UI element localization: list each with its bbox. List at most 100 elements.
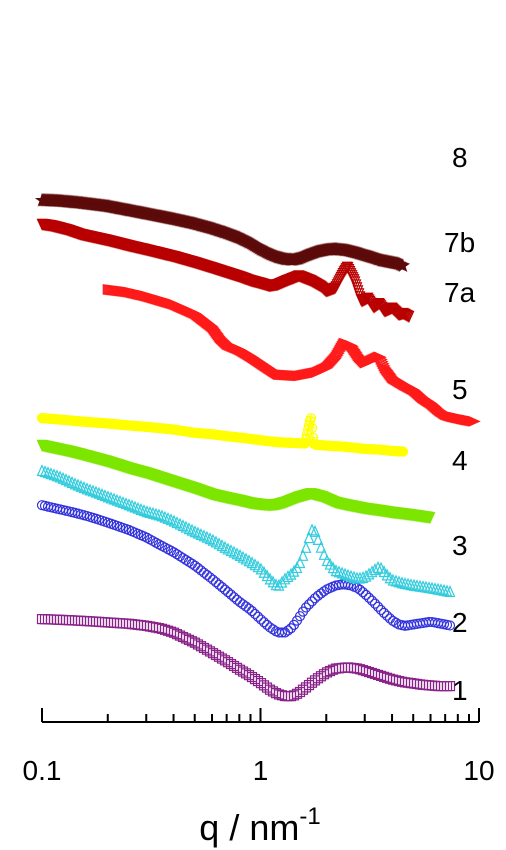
data-point: [397, 446, 409, 457]
data-point: [135, 620, 147, 631]
data-point: [63, 615, 75, 626]
data-point: [213, 537, 225, 550]
data-point: [87, 616, 99, 627]
data-point: [207, 533, 219, 546]
data-point: [198, 567, 210, 578]
data-point: [240, 601, 252, 612]
data-point: [213, 579, 225, 590]
series-label: 2: [452, 607, 468, 638]
data-point: [219, 584, 231, 595]
data-point: [96, 616, 108, 628]
data-point: [387, 615, 399, 627]
data-point: [234, 548, 246, 561]
data-point: [72, 615, 84, 626]
data-point: [375, 604, 387, 616]
data-point: [210, 535, 222, 548]
data-point: [369, 563, 381, 576]
data-point: [216, 539, 228, 552]
data-point: [288, 690, 300, 701]
data-point: [282, 625, 294, 636]
data-point: [177, 519, 189, 532]
data-point: [42, 466, 54, 479]
data-point: [294, 556, 306, 569]
data-point: [303, 531, 315, 544]
data-point: [225, 544, 237, 557]
data-point: [201, 644, 213, 655]
series-5: [36, 413, 409, 457]
data-point: [252, 611, 264, 622]
data-point: [153, 508, 165, 521]
data-point: [111, 493, 123, 506]
marker-cross: [398, 447, 408, 457]
data-point: [336, 566, 348, 579]
data-point: [330, 564, 342, 577]
x-tick-label: 10: [463, 755, 494, 786]
data-point: [129, 500, 141, 513]
data-point: [78, 615, 90, 627]
data-point: [90, 616, 102, 627]
data-point: [39, 465, 51, 478]
data-point: [303, 599, 315, 610]
data-point: [66, 615, 78, 626]
data-point: [120, 618, 132, 629]
data-point: [198, 642, 210, 654]
data-point: [249, 608, 261, 620]
data-point: [216, 582, 228, 593]
data-point: [54, 614, 66, 625]
data-point: [246, 606, 258, 617]
data-point: [255, 614, 267, 625]
data-point: [234, 664, 246, 675]
data-point: [117, 495, 129, 509]
data-point: [96, 487, 108, 500]
data-point: [429, 680, 441, 691]
data-point: [435, 680, 447, 692]
data-point: [204, 532, 216, 545]
data-point: [297, 548, 309, 561]
series-label: 8: [452, 142, 468, 173]
data-point: [315, 671, 327, 682]
data-point: [231, 662, 243, 673]
data-point: [285, 623, 297, 634]
data-point: [69, 615, 81, 626]
data-point: [225, 589, 237, 600]
data-point: [210, 649, 222, 661]
data-point: [108, 617, 120, 628]
data-point: [306, 523, 318, 536]
data-point: [219, 540, 231, 553]
data-point: [93, 486, 105, 499]
data-point: [204, 572, 216, 583]
series-layer: [34, 192, 481, 702]
data-point: [123, 618, 135, 629]
series-3: [36, 464, 456, 598]
data-point: [468, 415, 481, 427]
data-point: [240, 668, 252, 679]
data-point: [102, 490, 114, 503]
series-label: 3: [452, 530, 468, 561]
data-point: [132, 501, 144, 514]
data-point: [189, 637, 201, 648]
data-point: [432, 680, 444, 692]
data-point: [72, 478, 84, 491]
data-point: [123, 498, 135, 511]
data-point: [424, 512, 436, 525]
data-point: [306, 596, 318, 607]
data-point: [117, 618, 129, 629]
data-point: [48, 614, 60, 625]
data-point: [36, 613, 48, 625]
data-point: [333, 565, 345, 578]
data-point: [305, 413, 317, 424]
data-point: [207, 648, 219, 659]
data-point: [357, 587, 369, 598]
data-point: [372, 560, 384, 573]
series-label: 5: [452, 374, 468, 405]
data-point: [75, 479, 87, 492]
data-point: [78, 481, 90, 494]
data-point: [60, 614, 72, 626]
data-point: [273, 578, 285, 591]
data-point: [66, 475, 78, 488]
x-tick-label: 1: [253, 755, 269, 786]
data-point: [84, 483, 96, 496]
data-point: [312, 532, 324, 545]
x-ticks: 0.1 1 10: [23, 708, 495, 786]
data-point: [105, 491, 117, 504]
